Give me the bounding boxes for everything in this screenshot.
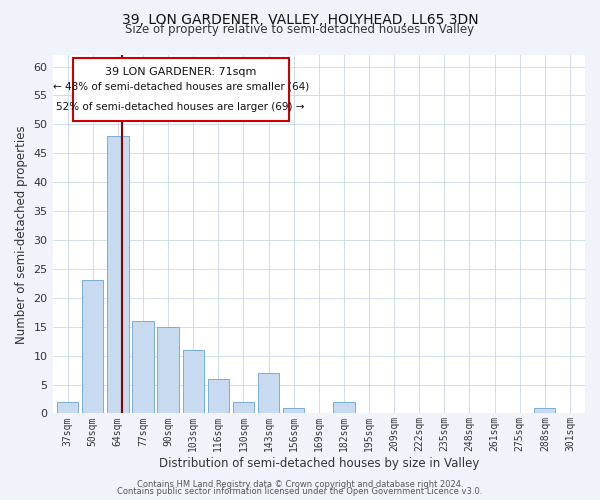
X-axis label: Distribution of semi-detached houses by size in Valley: Distribution of semi-detached houses by … [158,457,479,470]
Bar [182,350,204,414]
Bar [258,373,279,414]
Text: ← 48% of semi-detached houses are smaller (64): ← 48% of semi-detached houses are smalle… [53,82,309,92]
Text: 39, LON GARDENER, VALLEY, HOLYHEAD, LL65 3DN: 39, LON GARDENER, VALLEY, HOLYHEAD, LL65… [122,12,478,26]
Bar [57,402,78,413]
Y-axis label: Number of semi-detached properties: Number of semi-detached properties [15,125,28,344]
Bar [534,408,556,414]
Bar [107,136,128,413]
Text: 39 LON GARDENER: 71sqm: 39 LON GARDENER: 71sqm [105,67,256,77]
Text: Contains HM Land Registry data © Crown copyright and database right 2024.: Contains HM Land Registry data © Crown c… [137,480,463,489]
Bar [208,378,229,414]
Bar [82,280,103,413]
Bar [233,402,254,413]
Bar [333,402,355,413]
Bar [132,321,154,414]
Text: 52% of semi-detached houses are larger (69) →: 52% of semi-detached houses are larger (… [56,102,305,113]
Bar [283,408,304,414]
Bar [157,326,179,414]
Text: Contains public sector information licensed under the Open Government Licence v3: Contains public sector information licen… [118,488,482,496]
Text: Size of property relative to semi-detached houses in Valley: Size of property relative to semi-detach… [125,22,475,36]
